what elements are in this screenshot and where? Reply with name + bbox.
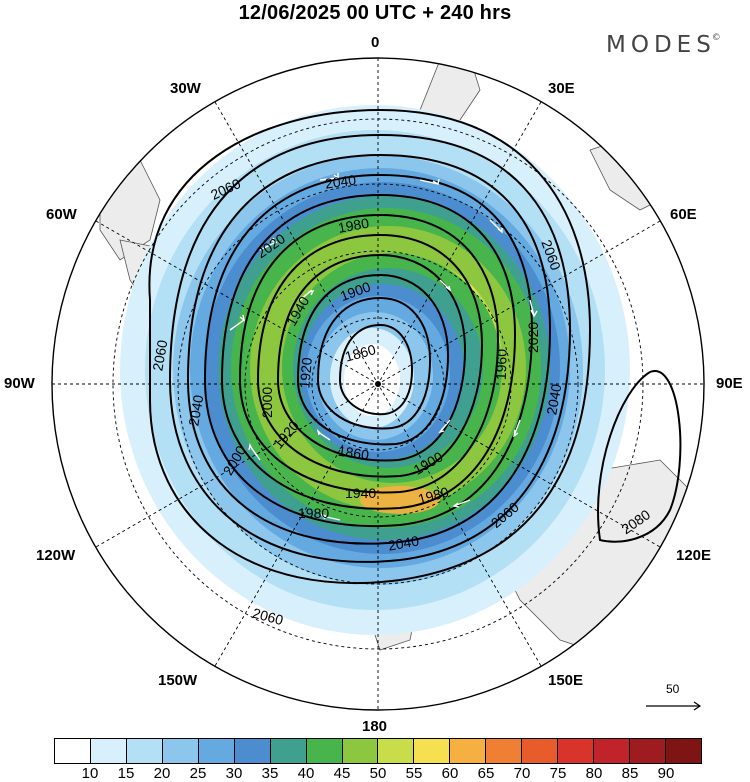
svg-text:2020: 2020: [525, 322, 541, 353]
colorbar-swatch: [90, 739, 127, 763]
colorbar-swatch: [450, 739, 487, 763]
colorbar-swatch: [630, 739, 666, 763]
lon-label-90e: 90E: [716, 375, 743, 392]
height-contours: [148, 108, 682, 585]
colorbar-swatch: [234, 739, 271, 763]
colorbar-tick-label: 75: [549, 765, 567, 782]
lon-label-90w: 90W: [4, 375, 35, 392]
colorbar-swatch: [342, 739, 379, 763]
colorbar-swatch: [162, 739, 199, 763]
colorbar-tick-label: 45: [333, 765, 351, 782]
lon-label-150w: 150W: [158, 672, 198, 689]
wind-vectors: [229, 173, 538, 521]
svg-text:1920: 1920: [296, 356, 315, 389]
colorbar-swatch: [665, 739, 701, 763]
lon-label-60w: 60W: [46, 206, 77, 223]
colorbar-tick-label: 90: [657, 765, 675, 782]
south-pole-marker: [375, 381, 381, 387]
colorbar-swatch: [522, 739, 559, 763]
lon-label-120w: 120W: [36, 547, 76, 564]
colorbar-swatch: [378, 739, 415, 763]
svg-text:1960: 1960: [493, 348, 510, 380]
svg-text:2060: 2060: [149, 338, 170, 372]
lon-label-60e: 60E: [670, 206, 697, 223]
colorbar-swatch: [270, 739, 307, 763]
colorbar-tick-label: 55: [405, 765, 423, 782]
svg-text:2040: 2040: [185, 393, 206, 427]
lon-label-150e: 150E: [548, 672, 584, 689]
colorbar-swatch: [306, 739, 343, 763]
svg-text:2040: 2040: [387, 532, 421, 553]
colorbar-tick-label: 50: [369, 765, 387, 782]
colorbar-tick-label: 10: [81, 765, 99, 782]
colorbar-swatch: [486, 739, 523, 763]
svg-text:1980: 1980: [416, 484, 450, 508]
colorbar-tick-label: 35: [261, 765, 279, 782]
colorbar-swatch: [594, 739, 630, 763]
lon-label-120e: 120E: [676, 547, 712, 564]
wind-speed-shading: [120, 105, 630, 635]
lon-label-30w: 30W: [170, 80, 201, 97]
colorbar-tick-label: 40: [297, 765, 315, 782]
lon-label-180: 180: [362, 718, 388, 735]
svg-text:2040: 2040: [543, 382, 564, 416]
svg-text:1860: 1860: [337, 443, 370, 463]
svg-text:2040: 2040: [324, 172, 357, 192]
colorbar-swatch: [55, 739, 91, 763]
svg-text:1860: 1860: [343, 341, 377, 365]
colorbar-tick-label: 25: [189, 765, 207, 782]
brand-logo: MODES©: [606, 32, 721, 58]
colorbar: [54, 738, 702, 764]
reference-vector-arrow: [646, 701, 702, 711]
colorbar-tick-label: 85: [621, 765, 639, 782]
lon-label-30e: 30E: [548, 80, 575, 97]
lon-label-0: 0: [371, 34, 380, 51]
svg-text:2000: 2000: [259, 387, 275, 418]
svg-text:1940: 1940: [345, 485, 376, 501]
map-boundary: [51, 57, 705, 711]
colorbar-swatch: [414, 739, 451, 763]
reference-vector-label: 50: [666, 682, 680, 696]
colorbar-swatch: [198, 739, 235, 763]
colorbar-tick-label: 60: [441, 765, 459, 782]
colorbar-swatch: [126, 739, 163, 763]
colorbar-tick-label: 80: [585, 765, 603, 782]
svg-text:1980: 1980: [337, 215, 371, 236]
colorbar-tick-label: 30: [225, 765, 243, 782]
colorbar-tick-label: 65: [477, 765, 495, 782]
map-title: 12/06/2025 00 UTC + 240 hrs: [238, 2, 512, 24]
colorbar-tick-label: 70: [513, 765, 531, 782]
svg-text:1980: 1980: [298, 505, 329, 521]
svg-text:2060: 2060: [251, 605, 285, 629]
colorbar-tick-label: 20: [153, 765, 171, 782]
colorbar-tick-label: 15: [117, 765, 135, 782]
colorbar-swatch: [558, 739, 595, 763]
